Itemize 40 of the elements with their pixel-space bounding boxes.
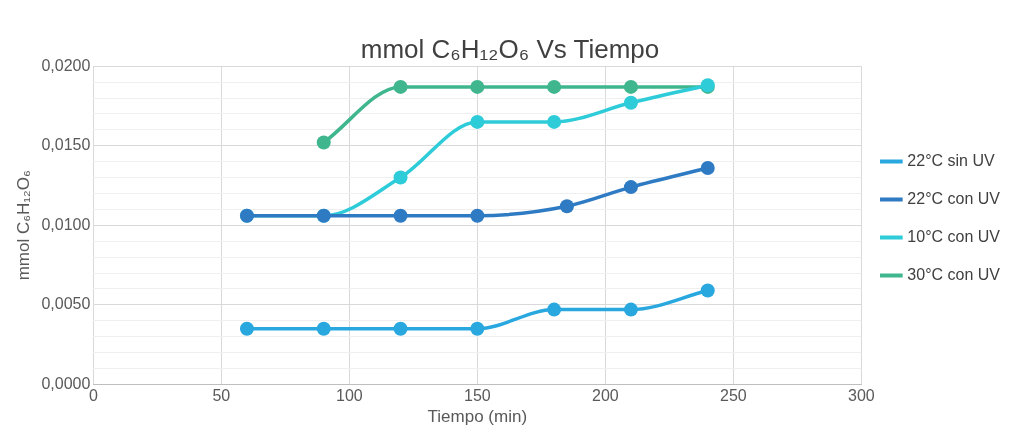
point <box>393 321 408 336</box>
x-tick-label: 150 <box>463 387 491 405</box>
y-tick-label: 0,0150 <box>41 136 91 154</box>
point <box>316 321 331 336</box>
x-tick-label: 0 <box>88 387 98 405</box>
legend-label: 30°C con UV <box>907 265 1001 283</box>
point <box>393 79 408 94</box>
chart-title: mmol C₆H₁₂O₆ Vs Tiempo <box>360 33 660 64</box>
point <box>623 79 638 94</box>
point <box>393 208 408 223</box>
point <box>623 95 638 110</box>
x-tick-label: 200 <box>591 387 619 405</box>
y-axis-title: mmol C₆H₁₂O₆ <box>13 170 33 281</box>
y-tick-label: 0,0000 <box>41 374 91 392</box>
point <box>393 170 408 185</box>
point <box>547 79 562 94</box>
point <box>700 161 715 176</box>
x-tick-label: 300 <box>847 387 875 405</box>
point <box>470 79 485 94</box>
point <box>470 114 485 129</box>
point <box>470 208 485 223</box>
point <box>623 302 638 317</box>
x-tick-label: 50 <box>212 387 231 405</box>
legend-label: 22°C con UV <box>907 189 1001 207</box>
point <box>470 321 485 336</box>
y-tick-label: 0,0200 <box>41 56 91 74</box>
y-tick-label: 0,0050 <box>41 295 91 313</box>
point <box>700 283 715 298</box>
point <box>316 135 331 150</box>
x-tick-label: 250 <box>719 387 747 405</box>
x-axis-title: Tiempo (min) <box>427 407 528 427</box>
x-tick-label: 100 <box>335 387 363 405</box>
point <box>623 180 638 195</box>
point <box>547 114 562 129</box>
y-tick-label: 0,0100 <box>41 215 91 233</box>
point <box>547 302 562 317</box>
legend-label: 10°C con UV <box>907 227 1001 245</box>
point <box>239 321 254 336</box>
point <box>559 199 574 214</box>
legend-label: 22°C sin UV <box>907 151 995 169</box>
